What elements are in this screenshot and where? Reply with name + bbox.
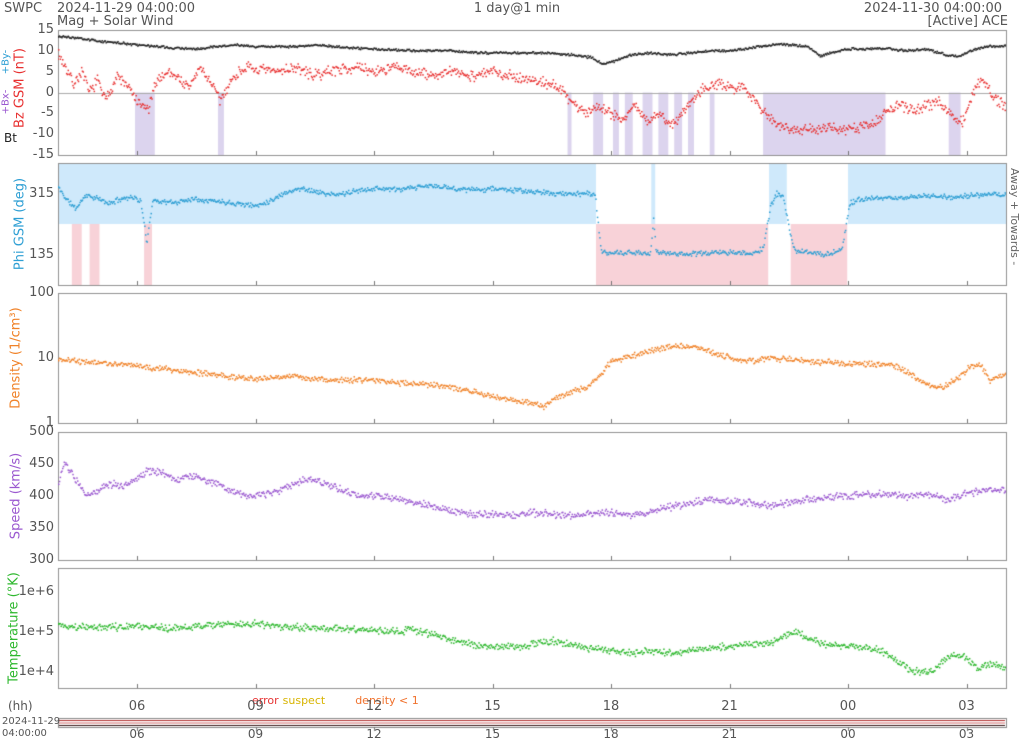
overview-hour-label-09: 09 — [247, 727, 264, 741]
hour-label-21: 21 — [721, 699, 738, 714]
hour-label-15: 15 — [484, 699, 501, 714]
hour-axis-unit-label: (hh) — [8, 699, 33, 713]
quality-legend: error suspect density < 1 — [252, 689, 423, 708]
legend-error: error — [252, 694, 279, 707]
ytick-den-1: 1 — [45, 415, 54, 430]
overview-start-time: 04:00:00 — [2, 728, 47, 739]
ytick-mag-0: 0 — [45, 84, 54, 100]
overview-hour-label-03: 03 — [958, 727, 975, 741]
ytick-tmp-1e+5: 1e+5 — [18, 624, 54, 640]
ytick-mag-5: 5 — [45, 63, 54, 79]
overview-hour-label-12: 12 — [366, 727, 382, 741]
plot-resolution: 1 day@1 min — [473, 1, 561, 16]
ytick-mag-15: 15 — [37, 22, 54, 37]
hour-label-18: 18 — [602, 699, 620, 714]
ytick-mag-10: 10 — [37, 42, 54, 58]
ytick-spd-350: 350 — [29, 520, 54, 535]
hour-label-03: 03 — [958, 699, 975, 714]
plot-end-datetime: 2024-11-30 04:00:00 — [863, 1, 1002, 16]
data-source-status: [Active] ACE — [927, 14, 1008, 29]
hour-label-12: 12 — [365, 699, 383, 714]
ytick-phi-135: 135 — [29, 246, 54, 262]
ytick-tmp-1e+6: 1e+6 — [18, 584, 54, 600]
overview-hour-label-06: 06 — [129, 727, 145, 741]
ytick-spd-450: 450 — [29, 456, 54, 471]
hour-label-00: 00 — [839, 699, 857, 714]
ytick-den-100: 100 — [29, 285, 54, 300]
legend-suspect: suspect — [282, 694, 326, 707]
overview-start-date: 2024-11-29 — [2, 716, 61, 727]
ytick-spd-400: 400 — [29, 488, 54, 503]
ytick-spd-300: 300 — [29, 552, 54, 567]
app-title: SWPC — [4, 1, 43, 16]
overview-hour-label-21: 21 — [721, 727, 738, 741]
legend-density-lt1: density < 1 — [355, 694, 419, 707]
ytick-mag--10: -10 — [32, 126, 54, 142]
ytick-den-10: 10 — [37, 350, 54, 365]
phi-sector-label: Away + Towards - — [1008, 168, 1021, 266]
hour-label-06: 06 — [128, 699, 146, 714]
plot-subtitle: Mag + Solar Wind — [57, 14, 174, 29]
overview-hour-label-15: 15 — [484, 727, 501, 741]
mag-bt-axis-label: Bt — [4, 131, 17, 145]
hour-label-09: 09 — [247, 699, 264, 714]
ytick-spd-500: 500 — [29, 424, 54, 439]
ytick-phi-315: 315 — [29, 185, 54, 201]
ytick-mag--15: -15 — [32, 147, 54, 162]
plot-start-datetime: 2024-11-29 04:00:00 — [57, 1, 196, 16]
overview-hour-label-18: 18 — [603, 727, 619, 741]
overview-hour-label-00: 00 — [840, 727, 856, 741]
ytick-tmp-1e+4: 1e+4 — [18, 664, 54, 680]
ytick-mag--5: -5 — [41, 105, 54, 121]
